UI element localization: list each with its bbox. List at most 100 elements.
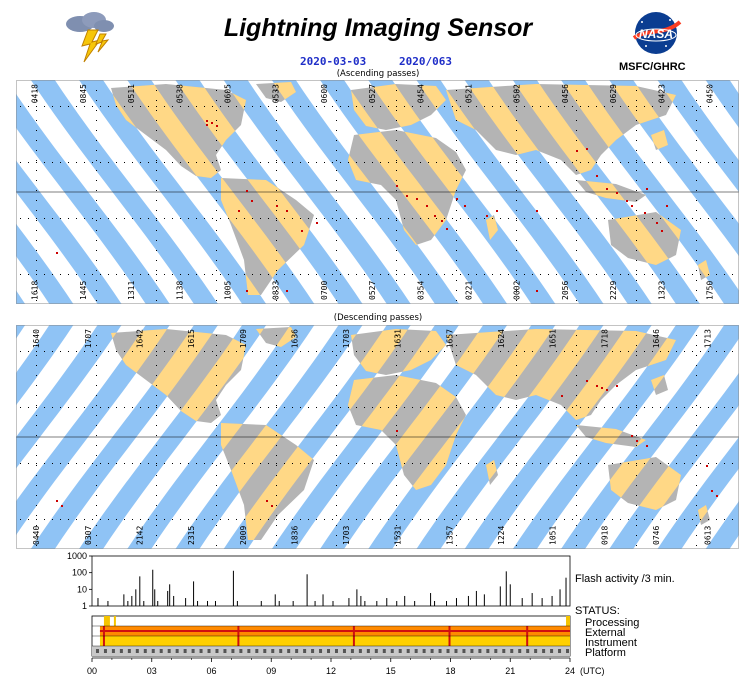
platform-cell [366, 649, 370, 653]
x-tick-label: 00 [87, 666, 97, 676]
flash-point [661, 230, 663, 232]
pass-time-bottom: 1224 [497, 526, 506, 545]
pass-time-bottom: 1618 [31, 281, 40, 300]
platform-cell [502, 649, 506, 653]
platform-cell [175, 649, 179, 653]
status-row-label: Platform [585, 647, 626, 659]
flash-point [601, 387, 603, 389]
platform-cell [542, 649, 546, 653]
platform-cell [119, 649, 123, 653]
flash-point [631, 435, 633, 437]
platform-cell [494, 649, 498, 653]
platform-cell [334, 649, 338, 653]
platform-cell [438, 649, 442, 653]
platform-cell [95, 649, 99, 653]
flash-point [416, 198, 418, 200]
platform-cell [526, 649, 530, 653]
descending-caption: (Descending passes) [333, 313, 423, 323]
pass-time-top: 0845 [79, 84, 88, 103]
platform-cell [215, 649, 219, 653]
platform-cell [462, 649, 466, 653]
platform-cell [518, 649, 522, 653]
pass-time-bottom: 1311 [127, 281, 136, 300]
platform-cell [319, 649, 323, 653]
platform-cell [279, 649, 283, 653]
pass-time-top: 1657 [445, 329, 454, 348]
platform-cell [534, 649, 538, 653]
pass-time-bottom: 1531 [394, 526, 403, 545]
pass-time-bottom: 0527 [368, 281, 377, 300]
pass-time-bottom: 0307 [84, 526, 93, 545]
platform-cell [247, 649, 251, 653]
platform-cell [191, 649, 195, 653]
platform-cell [430, 649, 434, 653]
flash-point [301, 230, 303, 232]
pass-time-top: 0605 [223, 84, 232, 103]
nasa-logo-text: NASA [639, 27, 673, 41]
pass-time-bottom: 0002 [513, 281, 522, 300]
flash-point [711, 490, 713, 492]
status-platform-band [92, 646, 570, 656]
y-tick-label: 100 [72, 568, 87, 578]
flash-point [626, 200, 628, 202]
pass-time-top: 0538 [175, 84, 184, 103]
platform-cell [406, 649, 410, 653]
flash-point [616, 192, 618, 194]
platform-cell [295, 649, 299, 653]
platform-cell [470, 649, 474, 653]
flash-point [656, 222, 658, 224]
flash-point [426, 205, 428, 207]
platform-cell [287, 649, 291, 653]
flash-point [406, 195, 408, 197]
pass-time-top: 1615 [187, 329, 196, 348]
platform-cell [446, 649, 450, 653]
platform-cell [358, 649, 362, 653]
activity-plot-frame [91, 555, 571, 607]
pass-time-top: 1636 [290, 329, 299, 348]
pass-time-top: 1703 [342, 329, 351, 348]
status-panel [91, 615, 571, 657]
pass-time-top: 1646 [652, 329, 661, 348]
pass-time-top: 0511 [127, 84, 136, 103]
flash-point [238, 210, 240, 212]
pass-time-bottom: 0354 [416, 281, 425, 300]
flash-point [396, 185, 398, 187]
pass-time-top: 0533 [272, 84, 281, 103]
pass-time-top: 1718 [600, 329, 609, 348]
pass-time-top: 0423 [657, 84, 666, 103]
x-tick-label: 21 [505, 666, 515, 676]
pass-time-top: 1713 [704, 329, 713, 348]
flash-point [536, 290, 538, 292]
day-of-year-label: 2020/063 [399, 55, 452, 68]
platform-cell [342, 649, 346, 653]
pass-time-top: 1624 [497, 329, 506, 348]
pass-time-bottom: 0746 [652, 526, 661, 545]
platform-cell [550, 649, 554, 653]
pass-time-bottom: 1005 [223, 281, 232, 300]
flash-point [616, 385, 618, 387]
pass-time-top: 1651 [549, 329, 558, 348]
platform-cell [159, 649, 163, 653]
nasa-logo: NASA [630, 10, 682, 60]
flash-point [586, 380, 588, 382]
page-title: Lightning Imaging Sensor [223, 14, 533, 42]
pass-time-top: 1631 [394, 329, 403, 348]
activity-title: Flash activity /3 min. [575, 573, 675, 585]
flash-point [206, 120, 208, 122]
flash-point [666, 205, 668, 207]
platform-cell [478, 649, 482, 653]
status-mark [103, 616, 110, 626]
platform-cell [223, 649, 227, 653]
pass-time-top: 1707 [84, 329, 93, 348]
flash-point [286, 290, 288, 292]
flash-point [644, 212, 646, 214]
flash-point [496, 210, 498, 212]
x-tick-label: 03 [147, 666, 157, 676]
status-row-label: Instrument [585, 637, 637, 649]
platform-cell [454, 649, 458, 653]
pass-time-bottom: 0918 [600, 526, 609, 545]
pass-time-bottom: 0613 [704, 526, 713, 545]
platform-cell [271, 649, 275, 653]
flash-point [586, 148, 588, 150]
flash-point [56, 252, 58, 254]
